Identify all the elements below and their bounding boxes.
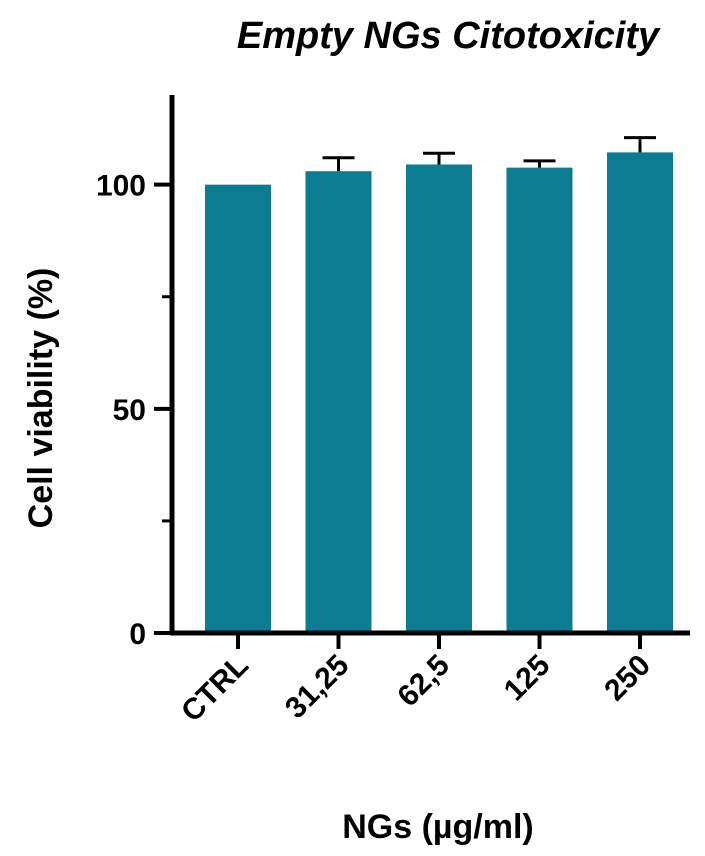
x-axis-label: NGs (µg/ml) [342, 808, 533, 846]
x-tick-label: 250 [598, 649, 657, 708]
error-bars-group [322, 136, 656, 172]
bar [205, 184, 271, 633]
bars-group [205, 152, 673, 634]
y-tick-label: 0 [129, 618, 146, 651]
y-axis-label: Cell viability (%) [22, 268, 60, 529]
y-tick-label: 100 [96, 170, 146, 203]
y-ticks-group: 0 50 100 [96, 170, 172, 651]
x-tick-label: CTRL [175, 649, 255, 729]
bar [607, 152, 673, 634]
y-tick-label: 50 [113, 394, 146, 427]
x-tick-label: 31,25 [279, 649, 355, 725]
x-ticks-group: CTRL 31,25 62,5 125 250 [175, 633, 657, 729]
chart-title: Empty NGs Citotoxicity [237, 15, 661, 57]
x-tick-label: 62,5 [391, 649, 456, 714]
bar [305, 171, 372, 633]
bar [506, 167, 573, 633]
bar [406, 164, 472, 633]
x-tick-label: 125 [498, 649, 557, 708]
